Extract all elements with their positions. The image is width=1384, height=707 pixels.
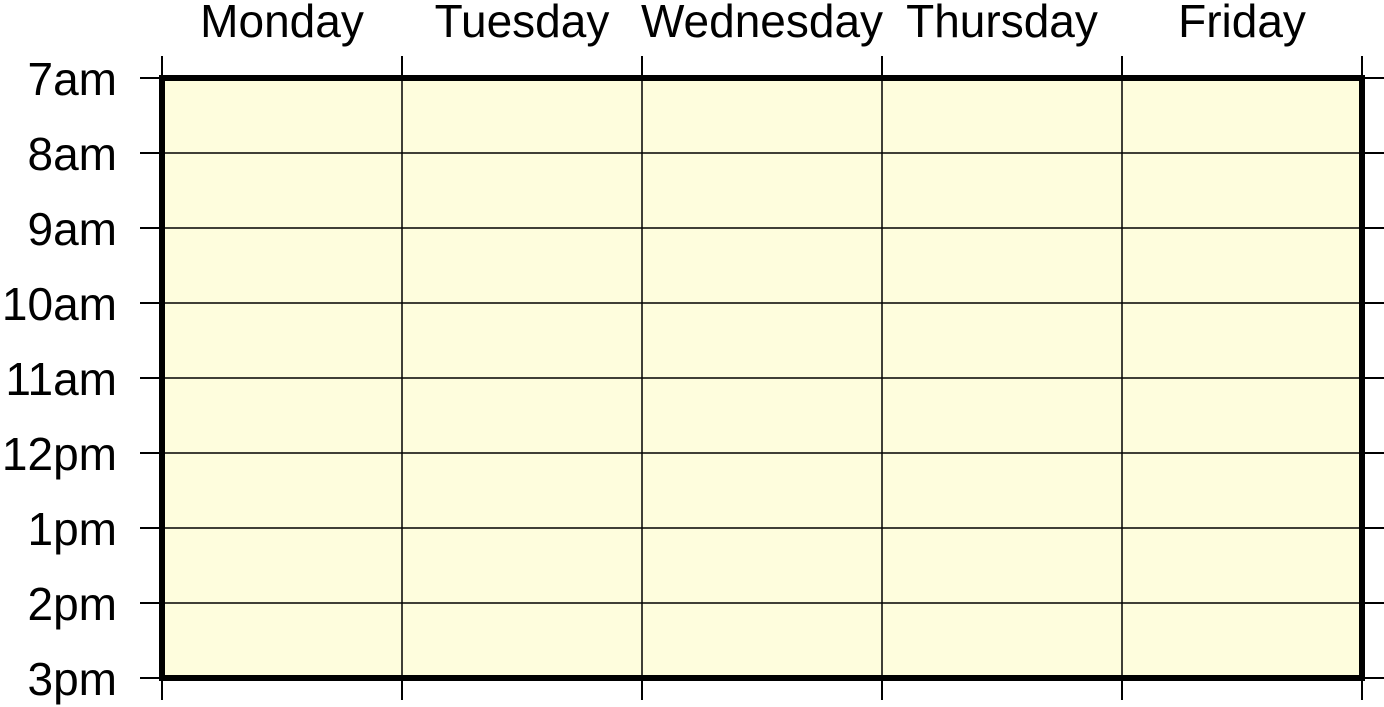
time-slot-cell-friday-2pm[interactable] bbox=[1122, 603, 1362, 678]
time-slot-cell-thursday-2pm[interactable] bbox=[882, 603, 1122, 678]
hour-label-12pm: 12pm bbox=[2, 428, 117, 480]
time-slot-cell-friday-12pm[interactable] bbox=[1122, 453, 1362, 528]
time-slot-cell-thursday-10am[interactable] bbox=[882, 303, 1122, 378]
time-slot-cell-wednesday-7am[interactable] bbox=[642, 78, 882, 153]
time-slot-cell-wednesday-1pm[interactable] bbox=[642, 528, 882, 603]
time-slot-cell-thursday-8am[interactable] bbox=[882, 153, 1122, 228]
time-slot-cell-monday-7am[interactable] bbox=[162, 78, 402, 153]
time-slot-cell-monday-11am[interactable] bbox=[162, 378, 402, 453]
time-slot-cell-wednesday-2pm[interactable] bbox=[642, 603, 882, 678]
hour-label-11am: 11am bbox=[5, 353, 117, 405]
hour-label-8am: 8am bbox=[28, 128, 117, 180]
day-label-wednesday: Wednesday bbox=[641, 0, 883, 47]
time-slot-cell-tuesday-11am[interactable] bbox=[402, 378, 642, 453]
time-slot-cell-wednesday-8am[interactable] bbox=[642, 153, 882, 228]
time-slot-cell-friday-7am[interactable] bbox=[1122, 78, 1362, 153]
time-slot-cell-friday-8am[interactable] bbox=[1122, 153, 1362, 228]
hour-label-10am: 10am bbox=[2, 278, 117, 330]
hour-label-9am: 9am bbox=[28, 203, 117, 255]
day-label-tuesday: Tuesday bbox=[435, 0, 610, 47]
time-slot-cell-tuesday-10am[interactable] bbox=[402, 303, 642, 378]
time-slot-cell-monday-1pm[interactable] bbox=[162, 528, 402, 603]
day-label-friday: Friday bbox=[1178, 0, 1306, 47]
time-slot-cell-friday-1pm[interactable] bbox=[1122, 528, 1362, 603]
schedule-frame bbox=[159, 75, 1365, 681]
time-slot-cell-tuesday-2pm[interactable] bbox=[402, 603, 642, 678]
hour-label-1pm: 1pm bbox=[28, 503, 117, 555]
time-slot-cell-monday-12pm[interactable] bbox=[162, 453, 402, 528]
time-slot-cell-thursday-12pm[interactable] bbox=[882, 453, 1122, 528]
time-slot-cell-tuesday-8am[interactable] bbox=[402, 153, 642, 228]
time-slot-cell-friday-11am[interactable] bbox=[1122, 378, 1362, 453]
time-slot-cell-monday-8am[interactable] bbox=[162, 153, 402, 228]
time-slot-cell-thursday-9am[interactable] bbox=[882, 228, 1122, 303]
time-slot-cell-thursday-1pm[interactable] bbox=[882, 528, 1122, 603]
time-slot-cell-tuesday-12pm[interactable] bbox=[402, 453, 642, 528]
time-slot-cell-wednesday-12pm[interactable] bbox=[642, 453, 882, 528]
time-slot-cell-monday-2pm[interactable] bbox=[162, 603, 402, 678]
hour-label-2pm: 2pm bbox=[28, 578, 117, 630]
time-slot-cell-wednesday-11am[interactable] bbox=[642, 378, 882, 453]
time-slot-cell-wednesday-10am[interactable] bbox=[642, 303, 882, 378]
hour-label-7am: 7am bbox=[28, 53, 117, 105]
time-slot-cell-monday-9am[interactable] bbox=[162, 228, 402, 303]
time-slot-cell-tuesday-7am[interactable] bbox=[402, 78, 642, 153]
time-slot-cell-thursday-7am[interactable] bbox=[882, 78, 1122, 153]
day-label-thursday: Thursday bbox=[906, 0, 1098, 47]
time-slot-cell-thursday-11am[interactable] bbox=[882, 378, 1122, 453]
time-slot-cell-friday-9am[interactable] bbox=[1122, 228, 1362, 303]
day-label-monday: Monday bbox=[200, 0, 364, 47]
time-slot-cell-friday-10am[interactable] bbox=[1122, 303, 1362, 378]
time-slot-cell-wednesday-9am[interactable] bbox=[642, 228, 882, 303]
time-slot-cell-tuesday-1pm[interactable] bbox=[402, 528, 642, 603]
hour-label-3pm: 3pm bbox=[28, 653, 117, 705]
time-slot-cell-monday-10am[interactable] bbox=[162, 303, 402, 378]
time-slot-cell-tuesday-9am[interactable] bbox=[402, 228, 642, 303]
